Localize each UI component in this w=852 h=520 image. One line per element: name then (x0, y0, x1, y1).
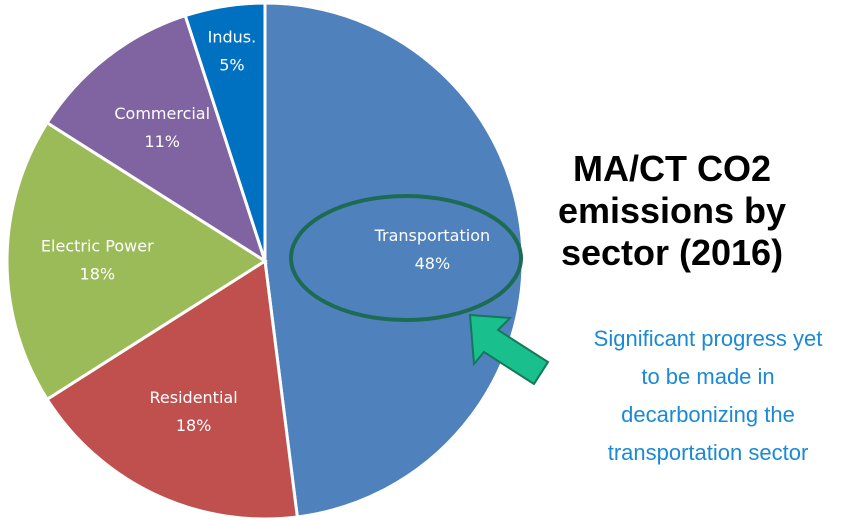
pie (5, 1, 525, 520)
pie-slice (183, 1, 267, 262)
slice-label: Commercial (114, 104, 210, 123)
slice-label: Residential (150, 388, 238, 407)
pie-slice (45, 13, 268, 265)
slice-value-label: 48% (415, 254, 451, 273)
slice-label: Indus. (208, 28, 257, 47)
annotation: Significant progress yet to be made in d… (593, 326, 823, 465)
pie-slice (5, 120, 268, 402)
slice-value-label: 18% (176, 416, 212, 435)
arrow (468, 313, 550, 386)
pie-slice (263, 1, 525, 519)
slice-label: Electric Power (41, 237, 154, 256)
slice-value-label: 5% (219, 56, 244, 75)
slice-value-label: 18% (80, 265, 116, 284)
pie-slice (45, 258, 300, 520)
slice-label: Transportation (374, 226, 491, 245)
highlight-ellipse (289, 194, 523, 322)
slice-value-label: 11% (144, 132, 180, 151)
chart-title: MA/CT CO2 emissions by sector (2016) (557, 148, 787, 273)
